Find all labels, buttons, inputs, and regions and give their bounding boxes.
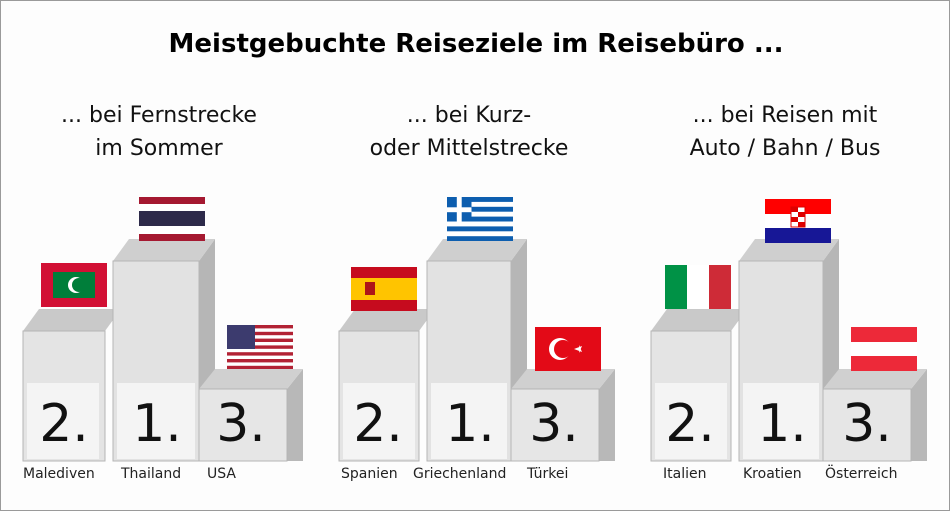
country-name: Österreich [825, 466, 898, 482]
rank-label: 3. [216, 394, 266, 454]
section-short-medium-haul: ... bei Kurz- oder Mittelstrecke [311, 1, 627, 512]
country-name: Thailand [121, 466, 182, 482]
turkey-flag [535, 327, 601, 371]
country-name: Griechenland [413, 466, 507, 482]
section-subtitle-line1: ... bei Fernstrecke [61, 103, 257, 128]
podium-block-second [338, 309, 435, 462]
thailand-flag [139, 197, 205, 241]
podium-block-third [822, 369, 927, 462]
section-subtitle-line1: ... bei Kurz- [406, 103, 532, 128]
croatia-flag [765, 199, 831, 243]
podium-block-first [112, 239, 215, 462]
podium-graphic: 2. 1. 3. [22, 197, 303, 462]
section-subtitle-line2: Auto / Bahn / Bus [689, 136, 881, 161]
page-title: Meistgebuchte Reiseziele im Reisebüro ..… [168, 29, 784, 59]
podium-graphic: 2. 1. 3. [650, 199, 927, 462]
rank-label: 2. [665, 394, 715, 454]
podium-block-second [650, 309, 747, 462]
section-long-haul: ... bei Fernstrecke im Sommer [1, 1, 317, 512]
spain-flag [351, 267, 417, 311]
country-name: Spanien [341, 466, 398, 482]
podium-block-third [510, 369, 615, 462]
austria-flag [851, 327, 917, 371]
usa-flag [227, 325, 293, 369]
section-subtitle-line2: im Sommer [95, 136, 223, 161]
rank-label: 3. [529, 394, 579, 454]
rank-label: 2. [39, 394, 89, 454]
podium-block-third [198, 369, 303, 462]
italy-flag [665, 265, 731, 309]
podium-graphic: 2. 1. 3. [338, 197, 615, 462]
section-subtitle-line1: ... bei Reisen mit [692, 103, 878, 128]
section-subtitle-line2: oder Mittelstrecke [369, 136, 569, 161]
rank-label: 2. [353, 394, 403, 454]
rank-label: 1. [132, 394, 182, 454]
rank-label: 1. [445, 394, 495, 454]
country-name: Türkei [527, 466, 569, 482]
rank-label: 3. [842, 394, 892, 454]
rank-label: 1. [757, 394, 807, 454]
country-name: Kroatien [743, 466, 802, 482]
section-car-train-bus: ... bei Reisen mit Auto / Bahn / Bus [627, 1, 943, 512]
maldives-flag [41, 263, 107, 307]
podium-block-second [22, 309, 121, 462]
country-name: Italien [663, 466, 707, 482]
country-name: Malediven [23, 466, 95, 482]
country-name: USA [207, 466, 236, 482]
greece-flag [447, 197, 513, 241]
